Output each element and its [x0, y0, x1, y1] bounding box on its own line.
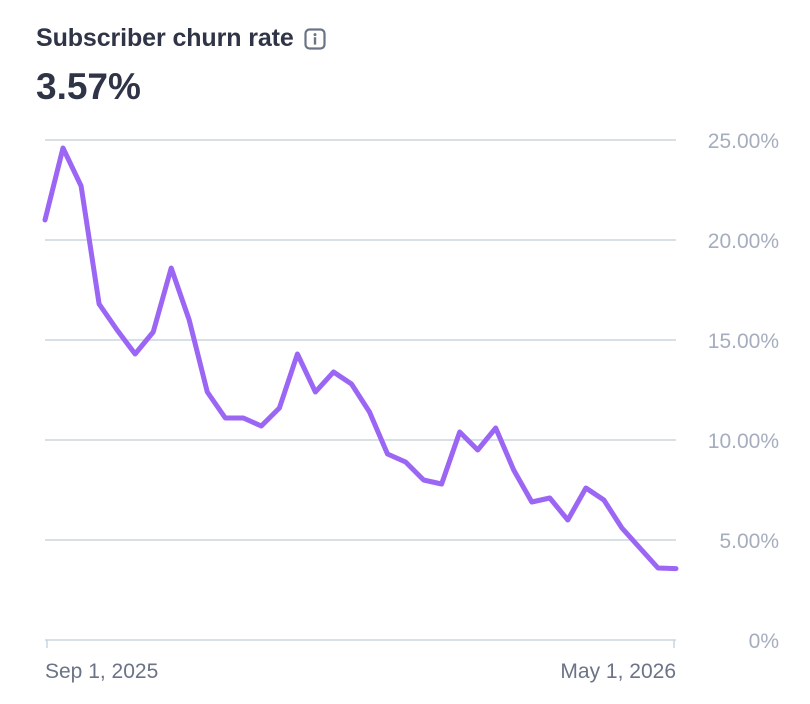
y-tick-label: 10.00% [708, 430, 779, 453]
y-tick-label: 5.00% [719, 530, 779, 553]
series-layer [42, 145, 679, 572]
x-tick-label-end: May 1, 2026 [560, 660, 676, 683]
current-value: 3.57% [36, 66, 141, 107]
x-tick-label-start: Sep 1, 2025 [45, 660, 158, 683]
x-axis: Sep 1, 2025 May 1, 2026 [45, 640, 676, 683]
chart-title: Subscriber churn rate [36, 24, 294, 52]
y-tick-label: 20.00% [708, 230, 779, 253]
y-tick-label: 0% [749, 630, 779, 653]
y-tick-label: 25.00% [708, 130, 779, 153]
y-tick-label: 15.00% [708, 330, 779, 353]
series-line [42, 145, 679, 572]
y-axis-ticks: 0% 5.00% 10.00% 15.00% 20.00% 25.00% [708, 130, 779, 653]
header: Subscriber churn rate [36, 24, 326, 53]
grid-layer [45, 139, 676, 641]
info-icon[interactable] [304, 27, 326, 50]
